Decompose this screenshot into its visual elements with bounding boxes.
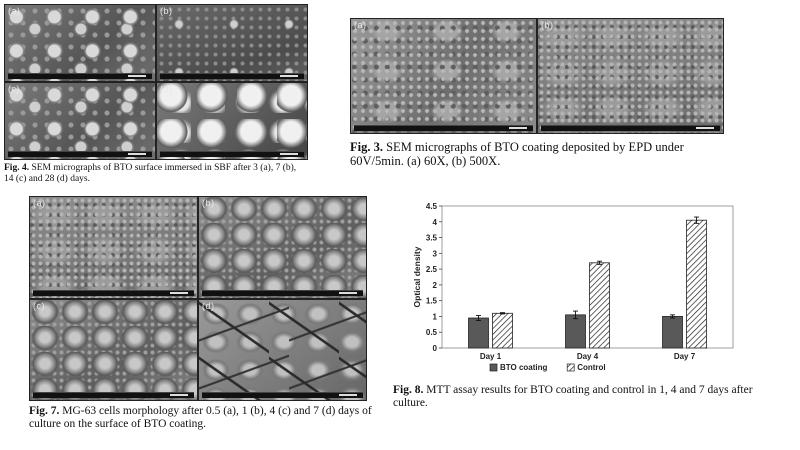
fig7-panel-b-label: (b): [202, 198, 215, 208]
fig4-panel-d: (d): [156, 82, 308, 160]
y-axis-label: Optical density: [412, 246, 422, 307]
fig3-panel-a-scalebar: [354, 125, 533, 131]
fig4-caption-text: SEM micrographs of BTO surface immersed …: [4, 163, 297, 184]
y-tick-label: 0: [433, 344, 438, 353]
legend-swatch: [566, 363, 575, 372]
fig4-panel-b: (b): [156, 4, 308, 82]
fig7-panel-d: (d): [198, 299, 367, 401]
fig3-caption-prefix: Fig. 3.: [350, 140, 383, 154]
fig4-panel-a: (a): [4, 4, 156, 82]
fig8-caption-text: MTT assay results for BTO coating and co…: [393, 384, 753, 409]
x-tick-label: Day 7: [674, 352, 696, 361]
fig3-panel-b-label: (b): [541, 20, 554, 30]
fig4-caption-prefix: Fig. 4.: [4, 163, 30, 173]
fig4-caption: Fig. 4. SEM micrographs of BTO surface i…: [4, 163, 304, 185]
fig3-caption-text: SEM micrographs of BTO coating deposited…: [350, 140, 684, 168]
y-tick-label: 3.5: [426, 234, 438, 243]
y-tick-label: 4: [433, 218, 438, 227]
fig7-caption: Fig. 7. MG-63 cells morphology after 0.5…: [29, 405, 374, 431]
y-tick-label: 4.5: [426, 202, 438, 211]
fig3-caption: Fig. 3. SEM micrographs of BTO coating d…: [350, 140, 730, 168]
fig4-panel-c: (c): [4, 82, 156, 160]
fig3-panel-b-scalebar: [541, 125, 720, 131]
mtt-chart: 0 0.5 1 1.5 2 2.5 3 3.5 4 4.5 Optical density Day 1…: [412, 202, 734, 372]
fig7-panel-a: (a): [29, 196, 198, 299]
fig4-panel-b-scalebar: [160, 73, 304, 79]
bar: [492, 312, 513, 349]
fig7-caption-text: MG-63 cells morphology after 0.5 (a), 1 …: [29, 405, 372, 430]
y-tick-label: 2: [433, 281, 438, 290]
fig4-panel-c-scalebar: [8, 151, 152, 157]
fig4-panel-d-label: (d): [160, 84, 173, 94]
y-tick-label: 3: [433, 249, 438, 258]
fig7-panel-c: (c): [29, 299, 198, 401]
fig4-panel-b-label: (b): [160, 6, 173, 16]
fig3-panel-a-label: (a): [354, 20, 367, 30]
x-tick-label: Day 4: [577, 352, 599, 361]
fig7-panel-c-scalebar: [33, 392, 194, 398]
bar: [686, 219, 707, 349]
bar: [565, 314, 586, 349]
x-tick-label: Day 1: [480, 352, 502, 361]
fig7-panel-b-scalebar: [202, 290, 363, 296]
fig8-caption: Fig. 8. MTT assay results for BTO coatin…: [393, 384, 773, 410]
legend-swatch: [489, 363, 498, 372]
y-tick-label: 1.5: [426, 297, 438, 306]
y-tick-label: 2.5: [426, 265, 438, 274]
y-tick-label: 0.5: [426, 328, 438, 337]
fig7-panel-b: (b): [198, 196, 367, 299]
legend-label: BTO coating: [500, 363, 548, 372]
fig4-panel-a-label: (a): [8, 6, 21, 16]
fig4-panel-d-scalebar: [160, 151, 304, 157]
fig8-caption-prefix: Fig. 8.: [393, 384, 424, 396]
fig7-panel-d-label: (d): [202, 301, 215, 311]
fig7-panel-c-label: (c): [33, 301, 45, 311]
fig4-panel-c-label: (c): [8, 84, 20, 94]
fig3-panel-a: (a): [350, 18, 537, 134]
y-tick-label: 1: [433, 312, 438, 321]
fig7-panel-a-label: (a): [33, 198, 46, 208]
fig7-caption-prefix: Fig. 7.: [29, 405, 60, 417]
fig3-panel-b: (b): [537, 18, 724, 134]
plot-frame: [441, 205, 734, 349]
bar: [468, 317, 489, 349]
bar: [589, 262, 610, 349]
bar: [662, 316, 683, 349]
fig4-panel-a-scalebar: [8, 73, 152, 79]
legend-label: Control: [577, 363, 605, 372]
fig7-panel-a-scalebar: [33, 290, 194, 296]
fig7-panel-d-scalebar: [202, 392, 363, 398]
